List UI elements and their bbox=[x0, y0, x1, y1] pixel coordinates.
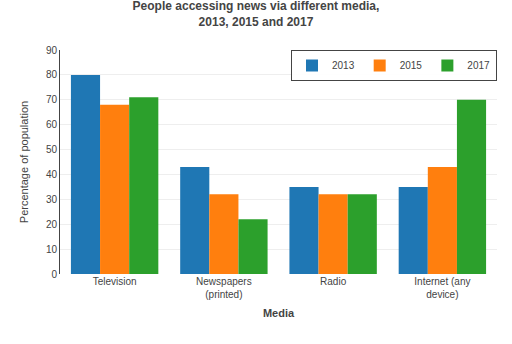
svg-text:2017: 2017 bbox=[467, 60, 490, 71]
svg-text:40: 40 bbox=[46, 169, 58, 180]
svg-text:Media: Media bbox=[263, 307, 295, 319]
svg-text:Internet (anydevice): Internet (anydevice) bbox=[414, 276, 470, 300]
svg-text:90: 90 bbox=[46, 45, 58, 56]
svg-text:2015: 2015 bbox=[400, 60, 423, 71]
svg-text:30: 30 bbox=[46, 194, 58, 205]
svg-text:Newspapers(printed): Newspapers(printed) bbox=[196, 276, 252, 300]
svg-text:Television: Television bbox=[93, 276, 137, 287]
svg-text:70: 70 bbox=[46, 94, 58, 105]
svg-text:0: 0 bbox=[51, 269, 57, 280]
svg-text:20: 20 bbox=[46, 219, 58, 230]
svg-text:Radio: Radio bbox=[320, 276, 347, 287]
svg-text:10: 10 bbox=[46, 244, 58, 255]
svg-text:80: 80 bbox=[46, 69, 58, 80]
svg-text:60: 60 bbox=[46, 119, 58, 130]
svg-text:2013: 2013 bbox=[332, 60, 355, 71]
svg-text:Percentage of population: Percentage of population bbox=[18, 101, 30, 223]
svg-text:50: 50 bbox=[46, 144, 58, 155]
svg-text:People accessing news via diff: People accessing news via different medi… bbox=[133, 0, 380, 29]
